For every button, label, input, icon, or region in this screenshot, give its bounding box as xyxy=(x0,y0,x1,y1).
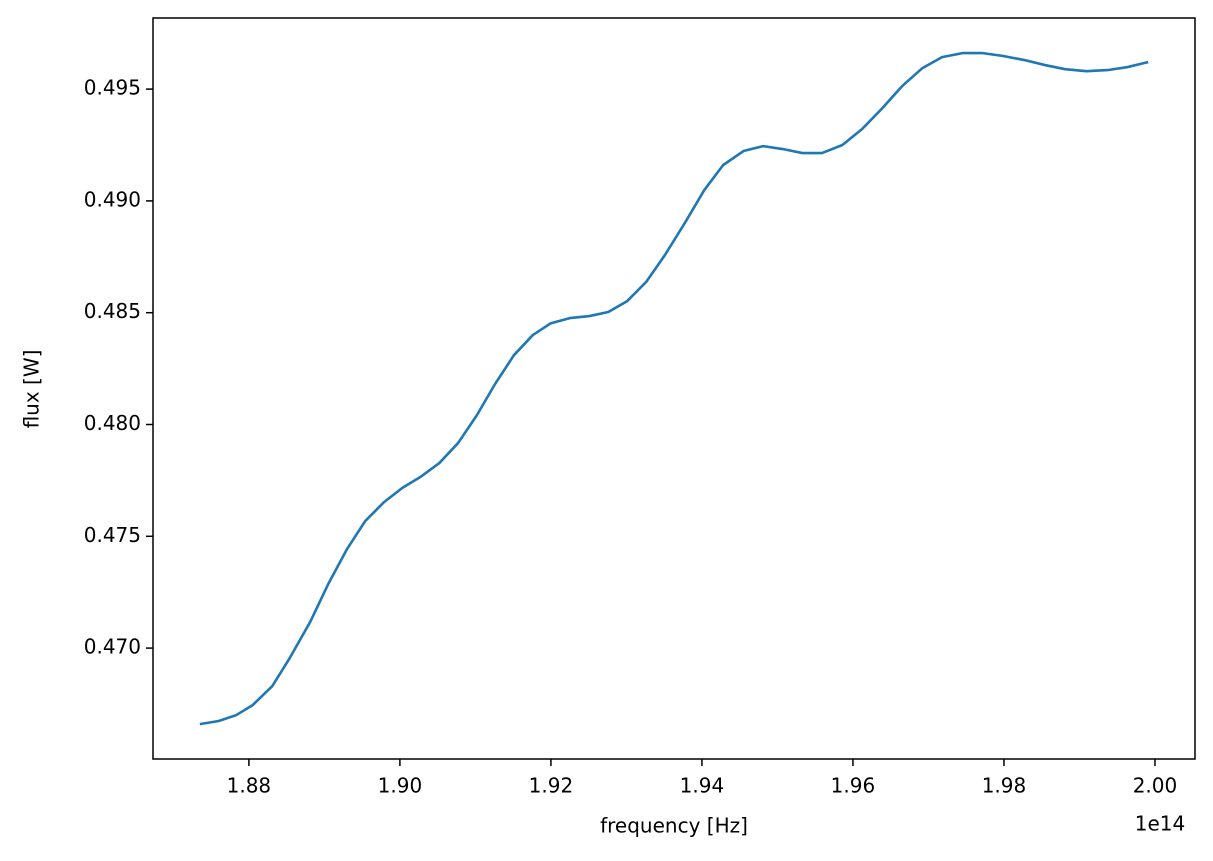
y-tick-label: 0.485 xyxy=(84,299,141,323)
data-line xyxy=(199,51,1149,726)
x-tick-label: 1.94 xyxy=(680,774,725,798)
y-tick-label: 0.470 xyxy=(84,635,141,659)
y-tick-label: 0.480 xyxy=(84,411,141,435)
x-tick-label: 1.88 xyxy=(227,774,272,798)
plot-frame xyxy=(152,17,1196,760)
y-tick-label: 0.490 xyxy=(84,187,141,211)
y-axis-label: flux [W] xyxy=(20,350,44,429)
x-offset-label: 1e14 xyxy=(1135,812,1185,836)
y-tick-label: 0.495 xyxy=(84,76,141,100)
x-tick-label: 1.92 xyxy=(529,774,574,798)
y-tick-label: 0.475 xyxy=(84,523,141,547)
x-tick-label: 1.96 xyxy=(831,774,876,798)
x-tick-label: 2.00 xyxy=(1133,774,1178,798)
x-axis-label: frequency [Hz] xyxy=(600,814,748,838)
x-tick-label: 1.90 xyxy=(378,774,423,798)
x-tick-label: 1.98 xyxy=(982,774,1027,798)
